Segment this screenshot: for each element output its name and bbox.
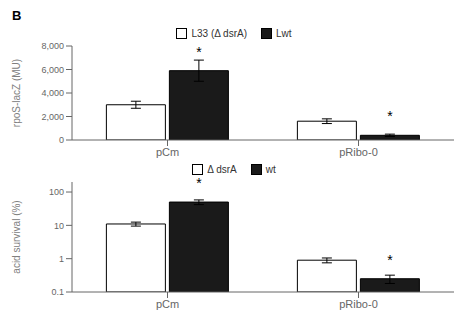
html-text:Δ dsrA: Δ dsrA [207, 164, 237, 175]
svg-text:*: * [196, 175, 202, 191]
svg-text:pRibo-0: pRibo-0 [339, 298, 378, 310]
svg-text:8,000: 8,000 [41, 41, 64, 51]
svg-text:pCm: pCm [156, 298, 179, 310]
svg-text:0.1: 0.1 [51, 287, 64, 297]
svg-text:0: 0 [59, 135, 64, 145]
svg-text:*: * [387, 108, 393, 124]
html-text:Lwt: Lwt [276, 28, 292, 39]
svg-text:4,000: 4,000 [41, 88, 64, 98]
html-text:L33 (Δ dsrA): L33 (Δ dsrA) [191, 28, 247, 39]
html-text:wt: wt [265, 164, 276, 175]
svg-text:1: 1 [59, 254, 64, 264]
svg-text:100: 100 [49, 187, 64, 197]
svg-text:*: * [196, 44, 202, 60]
svg-text:6,000: 6,000 [41, 65, 64, 75]
svg-text:10: 10 [54, 221, 64, 231]
svg-text:pRibo-0: pRibo-0 [339, 146, 378, 158]
html-text:B: B [12, 8, 22, 23]
svg-text:pCm: pCm [156, 146, 179, 158]
svg-text:*: * [387, 252, 393, 268]
svg-text:2,000: 2,000 [41, 112, 64, 122]
svg-text:rpoS-lacZ (MU): rpoS-lacZ (MU) [11, 59, 22, 127]
svg-text:acid survival (%): acid survival (%) [11, 200, 22, 273]
